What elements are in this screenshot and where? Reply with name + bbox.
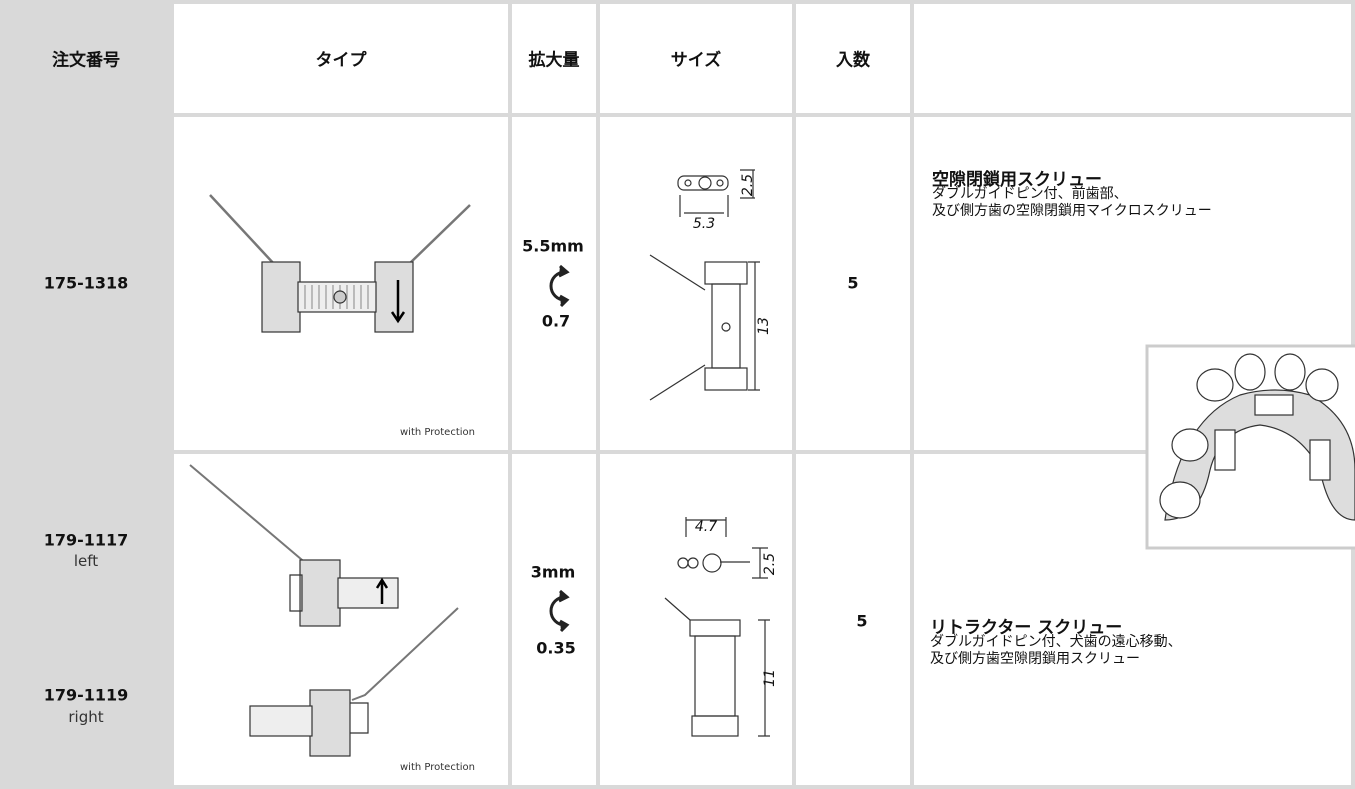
dimension: 4.7 bbox=[694, 519, 718, 535]
cell bbox=[796, 117, 910, 450]
order-number: 175-1318 bbox=[43, 273, 129, 293]
inset-image bbox=[1145, 344, 1355, 550]
cell bbox=[796, 454, 910, 785]
header: 注文番号 bbox=[52, 50, 120, 71]
rotation-icon bbox=[549, 264, 570, 308]
rotation-icon bbox=[549, 589, 570, 633]
dimension: 2.5 bbox=[762, 552, 778, 576]
description-title: 空隙閉鎖用スクリュー bbox=[932, 170, 1102, 190]
cell bbox=[600, 4, 792, 113]
description-line: 及び側方歯空隙閉鎖用スクリュー bbox=[930, 651, 1140, 667]
cell bbox=[600, 117, 792, 450]
order-number: 179-1117 bbox=[43, 530, 129, 550]
header: 拡大量 bbox=[528, 50, 580, 71]
cell bbox=[914, 4, 1351, 113]
size-drawing bbox=[649, 169, 760, 401]
order-side: left bbox=[73, 552, 99, 570]
dimension: 5.3 bbox=[692, 216, 716, 232]
screw-image bbox=[189, 464, 459, 757]
description-line: ダブルガイドピン付、前歯部、 bbox=[932, 186, 1128, 202]
cell bbox=[512, 117, 596, 450]
dimension: 11 bbox=[762, 669, 778, 687]
description-title: リトラクター スクリュー bbox=[930, 618, 1123, 638]
cell bbox=[174, 4, 508, 113]
quantity: 5 bbox=[847, 273, 859, 293]
description-line: 及び側方歯の空隙閉鎖用マイクロスクリュー bbox=[932, 203, 1212, 219]
header: 入数 bbox=[836, 50, 870, 71]
type-note: with Protection bbox=[400, 427, 475, 438]
quantity: 5 bbox=[856, 611, 868, 631]
per-turn: 0.35 bbox=[536, 638, 576, 658]
type-note: with Protection bbox=[400, 762, 475, 773]
per-turn: 0.7 bbox=[541, 311, 571, 331]
header: タイプ bbox=[315, 50, 367, 71]
cell bbox=[512, 4, 596, 113]
order-number: 179-1119 bbox=[43, 685, 129, 705]
size-drawing bbox=[664, 517, 770, 737]
dimension: 13 bbox=[756, 317, 772, 335]
expansion: 3mm bbox=[530, 562, 576, 582]
header: サイズ bbox=[670, 50, 722, 71]
cell bbox=[796, 4, 910, 113]
description-line: ダブルガイドピン付、犬歯の遠心移動、 bbox=[930, 634, 1182, 650]
screw-image bbox=[209, 194, 471, 333]
expansion: 5.5mm bbox=[522, 236, 584, 256]
cell bbox=[0, 0, 172, 113]
dimension: 2.5 bbox=[740, 173, 756, 197]
order-side: right bbox=[68, 708, 104, 726]
